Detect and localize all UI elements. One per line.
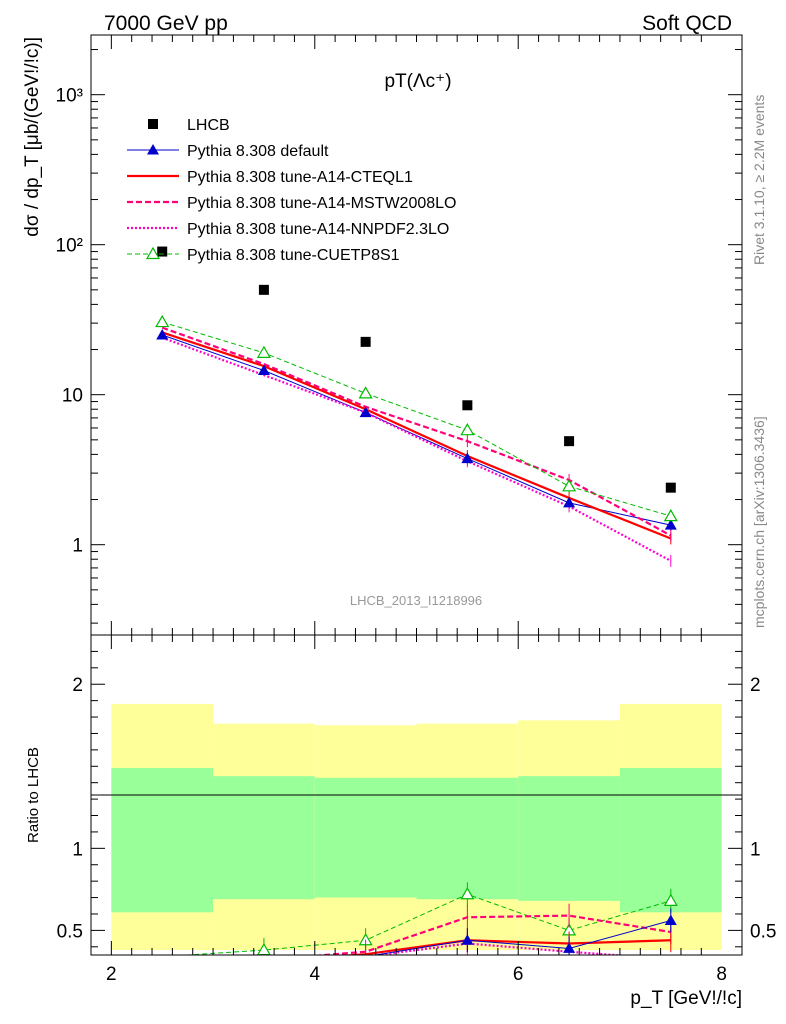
data-point-default	[156, 329, 169, 340]
ratio-marker-cuetp	[663, 893, 678, 906]
rivet-label: Rivet 3.1.10, ≥ 2.2M events	[751, 95, 767, 265]
y-tick-label: 10²	[56, 236, 83, 257]
legend-marker-default	[147, 144, 159, 155]
ratio-y-tick-label: 1	[72, 839, 83, 860]
legend-label: Pythia 8.308 tune-A14-CTEQL1	[187, 169, 413, 186]
legend-label: Pythia 8.308 tune-CUETP8S1	[187, 247, 400, 264]
legend-label: Pythia 8.308 tune-A14-MSTW2008LO	[187, 195, 456, 212]
data-point-cuetp	[155, 314, 170, 328]
ratio-marker-default	[563, 942, 576, 953]
legend-marker-data	[148, 119, 158, 129]
main-series-markers	[155, 246, 678, 530]
data-point-default	[461, 452, 474, 464]
main-y-axis-label: dσ / dp_T [μb/(GeV!/!c)]	[22, 37, 43, 237]
ratio-ticks: 0.5 0.5 1 1 2 2 2 4 6 8	[57, 635, 776, 985]
data-point-default	[563, 496, 576, 508]
data-point-cuetp	[358, 386, 373, 399]
ratio-marker-cuetp	[460, 887, 475, 900]
data-point-data	[665, 482, 676, 493]
legend-label: LHCB	[187, 117, 230, 134]
data-point-default	[664, 519, 677, 530]
mcplots-label: mcplots.cern.ch [arXiv:1306.3436]	[751, 416, 767, 628]
main-plot: 1 10 10² 10³ pT(Λc⁺) LHCB_2013_I1218996 dσ …	[22, 34, 743, 636]
band-green	[111, 767, 214, 913]
x-tick-label: 4	[309, 964, 320, 985]
header-right: Soft QCD	[642, 12, 732, 35]
legend-marker-cuetp	[145, 246, 161, 260]
data-point-cuetp	[460, 422, 475, 436]
x-tick-label: 8	[716, 964, 727, 985]
y-tick-label: 1	[72, 536, 83, 557]
series-line-nnpdf	[161, 336, 672, 562]
ratio-marker-default	[664, 914, 677, 926]
header-left: 7000 GeV pp	[104, 12, 228, 35]
legend-label: Pythia 8.308 tune-A14-NNPDF2.3LO	[187, 221, 449, 238]
band-green	[518, 776, 620, 901]
data-point-cuetp	[663, 508, 678, 522]
band-green	[314, 777, 417, 898]
y-tick-label: 10	[62, 386, 83, 407]
band-green	[416, 777, 519, 900]
x-tick-label: 6	[513, 964, 524, 985]
data-point-data	[258, 284, 269, 295]
ratio-y-tick-label-right: 0.5	[750, 921, 776, 942]
ratio-plot-frame	[90, 634, 743, 956]
ratio-line-cuetp	[179, 893, 671, 955]
ratio-y-tick-label: 2	[72, 675, 83, 696]
series-line-mstw	[161, 326, 672, 537]
main-plot-title: pT(Λc⁺)	[384, 71, 451, 92]
band-green	[213, 776, 315, 900]
main-ticks: 1 10 10² 10³	[56, 35, 742, 635]
legend: LHCB Pythia 8.308 default Pythia 8.308 tun…	[127, 117, 456, 264]
ratio-line-mstw	[311, 914, 671, 955]
ratio-y-axis-label: Ratio to LHCB	[25, 747, 42, 843]
data-point-cuetp	[256, 345, 271, 358]
ratio-plot: 0.5 0.5 1 1 2 2 2 4 6 8 Ratio to LHCB p_T [GeV!/!…	[25, 634, 776, 1009]
data-point-default	[257, 364, 270, 375]
series-line-default	[162, 334, 671, 526]
ratio-uncertainty-bands	[111, 703, 722, 951]
series-line-cteq	[161, 331, 672, 540]
watermark: LHCB_2013_I1218996	[350, 593, 482, 608]
data-point-data	[564, 436, 575, 447]
ratio-y-tick-label-right: 2	[750, 675, 761, 696]
ratio-series-lines	[179, 882, 678, 955]
data-point-data	[462, 400, 473, 411]
data-point-data	[157, 246, 168, 257]
x-tick-label: 2	[106, 964, 117, 985]
series-line-cuetp	[162, 321, 671, 517]
data-point-data	[360, 336, 371, 347]
x-axis-label: p_T [GeV!/!c]	[630, 988, 742, 1009]
main-series-lines	[161, 321, 672, 567]
ratio-line-cteq	[339, 939, 671, 955]
ratio-y-tick-label-right: 1	[750, 839, 761, 860]
ratio-y-tick-label: 0.5	[57, 921, 83, 942]
data-point-cuetp	[562, 479, 577, 492]
data-point-default	[359, 406, 372, 418]
ratio-marker-default	[461, 934, 474, 945]
band-green	[619, 767, 722, 913]
ratio-line-nnpdf	[369, 942, 630, 955]
legend-label: Pythia 8.308 default	[187, 143, 329, 160]
y-tick-label: 10³	[56, 86, 83, 107]
